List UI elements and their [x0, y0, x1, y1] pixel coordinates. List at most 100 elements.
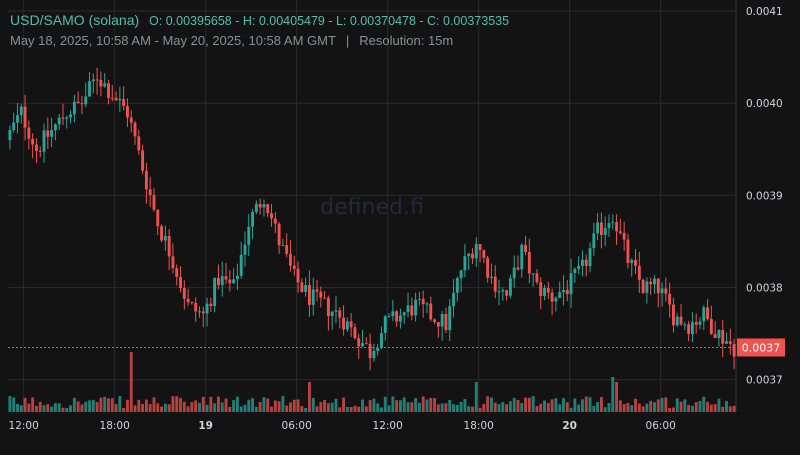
candle-body: [721, 330, 725, 344]
candle-body: [326, 297, 330, 317]
time-tick-label: 12:00: [373, 420, 403, 432]
candle-body: [345, 321, 349, 330]
symbol-label: USD/SAMO (solana): [10, 12, 140, 28]
candle-body: [103, 83, 107, 87]
volume-bar: [167, 404, 171, 412]
candle-body: [205, 303, 209, 314]
candle-body: [577, 265, 581, 270]
volume-bar: [194, 400, 198, 412]
candle-body: [296, 268, 300, 283]
volume-bar: [190, 402, 194, 412]
volume-bar: [573, 398, 577, 412]
volume-bar: [99, 397, 103, 412]
candle-body: [144, 170, 148, 190]
candle-body: [361, 343, 364, 347]
candle-body: [611, 222, 615, 224]
volume-bar: [421, 396, 425, 412]
volume-bar: [228, 406, 232, 412]
volume-bar: [285, 405, 289, 412]
volume-bar: [478, 407, 482, 412]
candle-body: [53, 124, 57, 131]
candle-body: [201, 311, 205, 314]
candle-body: [224, 276, 228, 280]
candle-body: [402, 312, 406, 316]
candle-body: [232, 279, 236, 284]
candle-body: [133, 122, 137, 137]
volume-bar: [527, 397, 531, 412]
candle-body: [262, 204, 266, 208]
volume-bar: [471, 406, 474, 412]
candle-body: [429, 303, 433, 320]
candle-body: [235, 275, 239, 280]
volume-bar: [122, 407, 126, 412]
candle-body: [247, 226, 251, 245]
volume-bar: [345, 406, 349, 412]
price-tick-label: 0.0041: [746, 6, 783, 18]
candle-body: [694, 322, 698, 325]
volume-bar: [247, 399, 251, 412]
volume-bar: [630, 405, 634, 412]
volume-bar: [497, 404, 501, 412]
volume-bar: [436, 404, 440, 412]
volume-bar: [694, 402, 698, 412]
volume-bar: [702, 396, 706, 412]
candle-body: [88, 81, 91, 97]
candle-body: [125, 105, 129, 118]
candle-body: [281, 245, 285, 247]
candle-body: [300, 282, 304, 292]
candle-body: [141, 150, 145, 171]
candle-body: [395, 311, 399, 322]
time-tick-label: 19: [198, 420, 213, 432]
candle-body: [717, 330, 721, 339]
candle-body: [675, 316, 679, 326]
candle-body: [266, 204, 270, 214]
candle-body: [334, 310, 338, 312]
volume-bar: [584, 396, 588, 412]
candle-body: [512, 267, 516, 279]
volume-bar: [239, 406, 243, 412]
candle-body: [387, 315, 391, 317]
candle-body: [91, 79, 95, 82]
volume-bar: [323, 399, 327, 412]
candle-body: [383, 316, 387, 333]
candle-body: [562, 289, 565, 293]
price-axis[interactable]: 0.0041 0.0040 0.0039 0.0038 0.0037: [746, 6, 783, 387]
volume-bar: [338, 407, 342, 412]
time-tick-label: 06:00: [282, 420, 312, 432]
volume-bar: [440, 403, 444, 412]
price-tick-label: 0.0040: [746, 98, 783, 110]
volume-bar: [205, 404, 209, 412]
volume-bar: [482, 403, 486, 412]
candle-body: [304, 285, 308, 292]
candle-body: [671, 304, 675, 326]
volume-bar: [171, 396, 175, 412]
candle-body: [292, 265, 296, 269]
volume-bar: [95, 402, 99, 412]
volume-bar: [622, 404, 626, 412]
volume-bar: [179, 398, 182, 412]
time-axis[interactable]: 12:00 18:00 19 06:00 12:00 18:00 20 06:00: [9, 420, 676, 432]
time-tick-label: 06:00: [646, 420, 676, 432]
volume-bar: [410, 402, 414, 412]
volume-bar: [618, 400, 622, 412]
candle-body: [107, 83, 110, 98]
volume-bar: [182, 401, 186, 412]
volume-bar: [660, 397, 664, 412]
volume-bar: [254, 406, 258, 412]
volume-bar: [349, 407, 353, 412]
candle-body: [656, 278, 660, 294]
candle-body: [444, 314, 448, 331]
candle-body: [539, 282, 543, 297]
candle-body: [630, 259, 634, 264]
volume-bar: [368, 400, 372, 412]
volume-bar: [31, 397, 35, 412]
candle-body: [61, 117, 65, 119]
volume-bar: [444, 403, 448, 412]
candle-body: [706, 307, 710, 320]
candle-body: [493, 276, 497, 292]
candle-body: [709, 319, 713, 334]
volume-bar: [512, 397, 516, 412]
candle-body: [524, 244, 528, 253]
